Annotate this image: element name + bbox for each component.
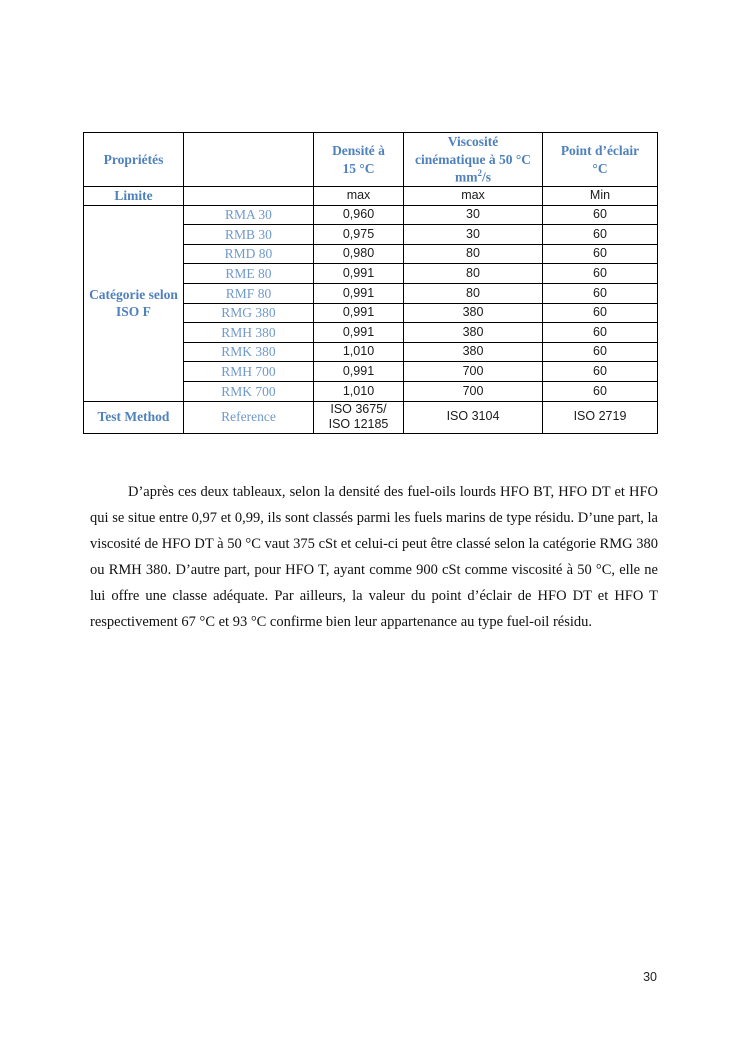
table-row: RME 80 0,991 80 60: [84, 263, 658, 285]
header-viscosite-unit-sup: 2: [477, 168, 482, 179]
viscosity-cell: 30: [403, 204, 543, 226]
table-header-row: Propriétés Densité à 15 °C Viscosité cin…: [83, 131, 658, 188]
viscosity-cell: 380: [403, 302, 543, 324]
flash-cell: 60: [542, 341, 658, 363]
limit-density-cell: max: [313, 186, 404, 206]
density-cell: 0,960: [313, 204, 404, 226]
viscosity-cell: 380: [403, 322, 543, 343]
flash-cell: 60: [542, 204, 658, 226]
header-viscosite-line1: Viscosité: [447, 134, 499, 149]
density-cell: 0,980: [313, 243, 404, 265]
table-row: RMH 380 0,991 380 60: [84, 322, 658, 343]
flash-cell: 60: [542, 322, 658, 343]
category-name-cell: RMA 30: [183, 204, 314, 226]
header-viscosite-line2: cinématique à 50 °C: [414, 151, 531, 167]
flash-cell: 60: [542, 381, 658, 402]
header-viscosite-unit: mm: [454, 169, 478, 185]
flash-cell: 60: [542, 302, 658, 324]
flash-cell: 60: [542, 263, 658, 285]
header-viscosite-unit-rest: /s: [481, 169, 491, 185]
body-paragraph: D’après ces deux tableaux, selon la dens…: [90, 483, 658, 630]
table-row: Catégorie selon ISO F RMA 30 0,960 30 60: [83, 204, 658, 402]
category-name-cell: RMD 80: [183, 243, 314, 265]
test-method-density-line2: ISO 12185: [328, 417, 389, 432]
limit-label-cell: Limite: [83, 186, 184, 206]
table-row: RMH 700 0,991 700 60: [84, 361, 658, 383]
viscosity-cell: 380: [403, 341, 543, 363]
header-densite-line2: 15 °C: [342, 160, 375, 176]
header-point-eclair-line1: Point d’éclair: [560, 143, 640, 159]
header-empty: [183, 131, 314, 188]
test-method-density-cell: ISO 3675/ ISO 12185: [313, 400, 404, 434]
test-method-row: Test Method Reference ISO 3675/ ISO 1218…: [83, 400, 658, 434]
limit-empty-cell: [183, 186, 314, 206]
limit-viscosity-cell: max: [403, 186, 543, 206]
header-point-eclair: Point d’éclair °C: [542, 131, 658, 188]
category-name-cell: RMF 80: [183, 283, 314, 304]
flash-cell: 60: [542, 243, 658, 265]
density-cell: 0,991: [313, 322, 404, 343]
density-cell: 0,991: [313, 361, 404, 383]
flash-cell: 60: [542, 361, 658, 383]
category-name-cell: RME 80: [183, 263, 314, 285]
header-proprietes: Propriétés: [83, 131, 184, 188]
header-viscosite: Viscosité cinématique à 50 °C mm2/s: [403, 131, 543, 188]
density-cell: 1,010: [313, 381, 404, 402]
header-point-eclair-line2: °C: [592, 160, 608, 176]
test-method-reference-cell: Reference: [183, 400, 314, 434]
limit-row: Limite max max Min: [83, 186, 658, 206]
category-label-cell: Catégorie selon ISO F: [83, 204, 184, 402]
density-cell: 1,010: [313, 341, 404, 363]
flash-cell: 60: [542, 283, 658, 304]
viscosity-cell: 80: [403, 243, 543, 265]
table-row: RMK 700 1,010 700 60: [84, 381, 658, 402]
category-name-cell: RMG 380: [183, 302, 314, 324]
header-densite-line1: Densité à: [332, 143, 385, 159]
fuel-categories-table: Propriétés Densité à 15 °C Viscosité cin…: [83, 131, 658, 434]
test-method-density-line1: ISO 3675/: [330, 401, 387, 416]
viscosity-cell: 700: [403, 381, 543, 402]
viscosity-cell: 30: [403, 224, 543, 245]
category-name-cell: RMK 700: [183, 381, 314, 402]
limit-flash-cell: Min: [542, 186, 658, 206]
category-name-cell: RMH 700: [183, 361, 314, 383]
density-cell: 0,991: [313, 302, 404, 324]
test-method-label-cell: Test Method: [83, 400, 184, 434]
category-name-cell: RMK 380: [183, 341, 314, 363]
test-method-flash-cell: ISO 2719: [542, 400, 658, 434]
flash-cell: 60: [542, 224, 658, 245]
table-row: RMF 80 0,991 80 60: [84, 283, 658, 304]
header-densite: Densité à 15 °C: [313, 131, 404, 188]
viscosity-cell: 80: [403, 263, 543, 285]
page-number: 30: [643, 970, 657, 984]
density-cell: 0,991: [313, 283, 404, 304]
header-proprietes-label: Propriétés: [103, 151, 164, 167]
category-name-cell: RMH 380: [183, 322, 314, 343]
test-method-viscosity-cell: ISO 3104: [403, 400, 543, 434]
density-cell: 0,975: [313, 224, 404, 245]
limit-label: Limite: [114, 188, 153, 204]
table-row: RMG 380 0,991 380 60: [84, 302, 658, 324]
viscosity-cell: 700: [403, 361, 543, 383]
viscosity-cell: 80: [403, 283, 543, 304]
category-name-cell: RMB 30: [183, 224, 314, 245]
table-row: RMB 30 0,975 30 60: [84, 224, 658, 245]
density-cell: 0,991: [313, 263, 404, 285]
